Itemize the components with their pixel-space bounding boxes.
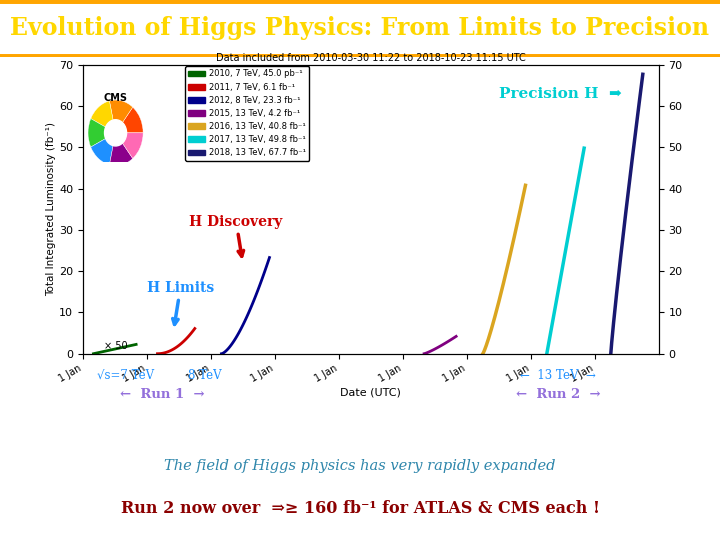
Text: Evolution of Higgs Physics: From Limits to Precision: Evolution of Higgs Physics: From Limits … (11, 16, 709, 40)
Text: × 50: × 50 (104, 341, 127, 351)
Wedge shape (88, 119, 115, 147)
Text: H Discovery: H Discovery (189, 215, 283, 256)
Text: Precision H  ➡: Precision H ➡ (499, 87, 621, 101)
Y-axis label: Total Integrated Luminosity (fb⁻¹): Total Integrated Luminosity (fb⁻¹) (46, 122, 56, 296)
Text: √s=7 TeV: √s=7 TeV (97, 369, 155, 382)
Text: Run 2 now over  ⇒≥ 160 fb⁻¹ for ATLAS & CMS each !: Run 2 now over ⇒≥ 160 fb⁻¹ for ATLAS & C… (120, 500, 600, 517)
Text: ←  Run 2  →: ← Run 2 → (516, 388, 600, 401)
Text: CMS: CMS (104, 93, 127, 103)
Wedge shape (109, 100, 132, 133)
Wedge shape (115, 107, 143, 133)
Wedge shape (115, 133, 143, 158)
Wedge shape (91, 101, 115, 133)
Text: 8 TeV: 8 TeV (189, 369, 222, 382)
Wedge shape (109, 133, 132, 166)
Text: H Limits: H Limits (147, 281, 214, 325)
Legend: 2010, 7 TeV, 45.0 pb⁻¹, 2011, 7 TeV, 6.1 fb⁻¹, 2012, 8 TeV, 23.3 fb⁻¹, 2015, 13 : 2010, 7 TeV, 45.0 pb⁻¹, 2011, 7 TeV, 6.1… (185, 66, 310, 161)
Text: ←  Run 1  →: ← Run 1 → (120, 388, 204, 401)
Text: The field of Higgs physics has very rapidly expanded: The field of Higgs physics has very rapi… (164, 459, 556, 472)
Circle shape (104, 120, 127, 146)
Title: Data included from 2010-03-30 11:22 to 2018-10-23 11:15 UTC: Data included from 2010-03-30 11:22 to 2… (216, 52, 526, 63)
X-axis label: Date (UTC): Date (UTC) (341, 387, 401, 397)
Wedge shape (91, 133, 115, 165)
Text: ←  13 TeV  →: ← 13 TeV → (520, 369, 596, 382)
